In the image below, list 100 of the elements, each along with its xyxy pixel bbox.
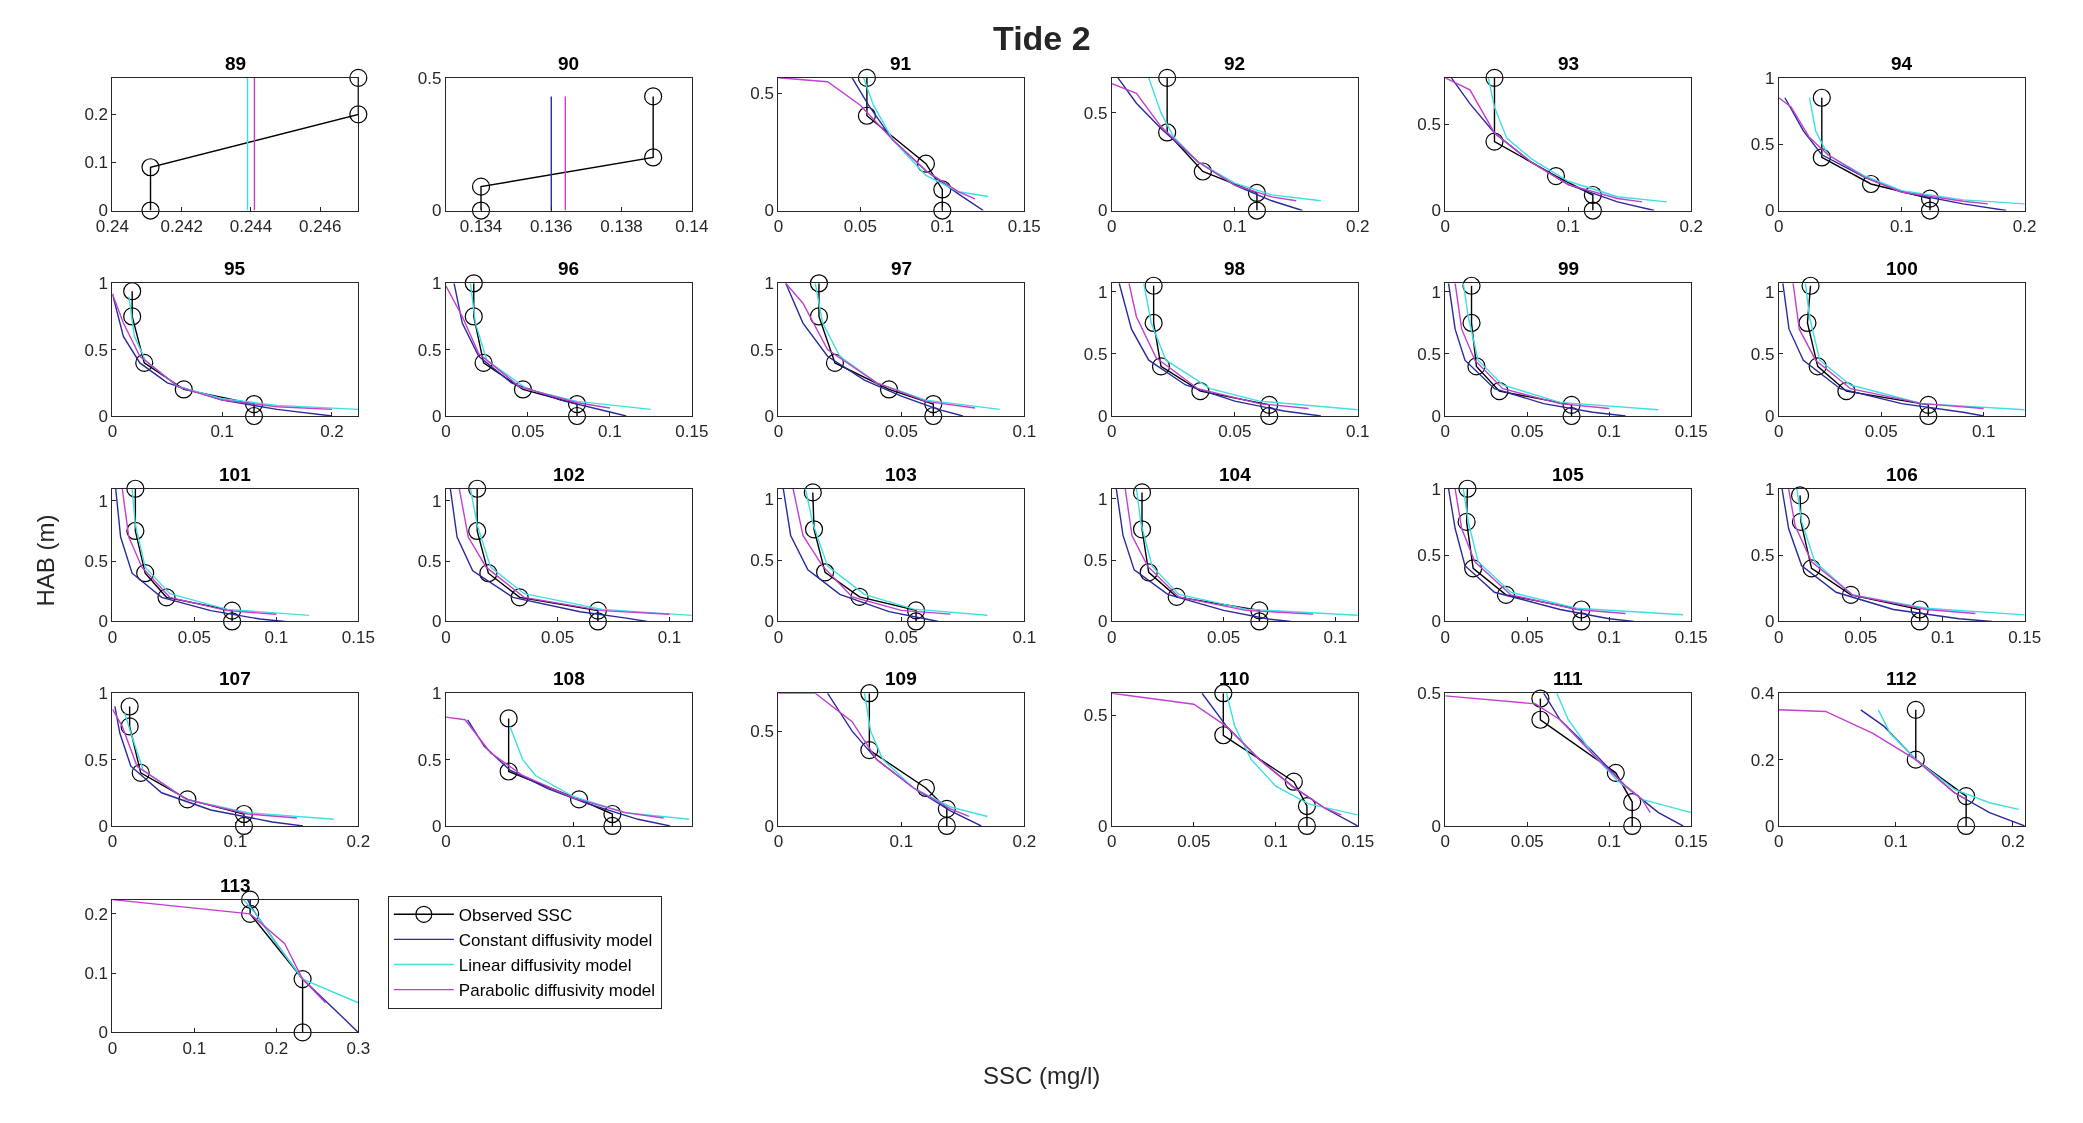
x-tick-label: 0.05 [1177, 832, 1211, 852]
y-tick-label: 1 [98, 274, 109, 294]
y-tick-label: 1 [1764, 68, 1775, 88]
y-tick-label: 0.5 [1083, 550, 1108, 570]
y-tick-label: 1 [1764, 282, 1775, 302]
y-tick-label: 1 [432, 684, 442, 704]
x-tick-label: 0.1 [657, 627, 682, 647]
x-tick-label: 0.2 [346, 832, 371, 852]
y-tick-label: 0 [98, 406, 109, 426]
chart-title: 107 [219, 668, 251, 689]
y-tick-label: 0.2 [84, 105, 109, 125]
text: Tide 2 [993, 19, 1091, 57]
chart-title: 90 [558, 53, 580, 74]
x-tick-label: 0.15 [1674, 832, 1708, 852]
y-tick-label: 0.5 [1083, 344, 1108, 364]
x-tick-label: 0.05 [843, 216, 877, 236]
y-tick-label: 1 [98, 684, 109, 704]
x-tick-label: 0.1 [1345, 422, 1370, 442]
x-tick-label: 0.1 [1556, 216, 1581, 236]
y-tick-label: 0.5 [417, 68, 442, 88]
chart-title: 89 [225, 53, 247, 74]
y-tick-label: 0.5 [1417, 684, 1441, 704]
x-tick-label: 0.1 [930, 216, 955, 236]
x-tick-label: 0.05 [511, 422, 545, 442]
x-tick-label: 0.15 [1341, 832, 1375, 852]
x-tick-label: 0.1 [1597, 832, 1622, 852]
y-tick-label: 0.5 [417, 340, 442, 360]
y-tick-label: 0 [1431, 406, 1441, 426]
x-tick-label: 0.05 [177, 627, 211, 647]
chart-title: 97 [891, 258, 913, 279]
legend-label: Observed SSC [458, 905, 573, 925]
x-tick-label: 0.05 [1207, 627, 1241, 647]
x-tick-label: 0.05 [1864, 422, 1898, 442]
y-tick-label: 0 [432, 816, 442, 836]
y-tick-label: 0 [764, 201, 774, 221]
y-tick-label: 0.5 [1083, 706, 1108, 726]
chart-title: 106 [1886, 464, 1918, 485]
text: SSC (mg/l) [983, 1062, 1101, 1089]
x-tick-label: 0.1 [1012, 627, 1037, 647]
x-tick-label: 0.1 [1012, 422, 1037, 442]
x-tick-label: 0.15 [341, 627, 375, 647]
y-tick-label: 0 [1764, 612, 1775, 632]
x-tick-label: 0.15 [1007, 216, 1041, 236]
y-tick-label: 0.5 [750, 84, 774, 104]
x-tick-label: 0.1 [210, 422, 235, 442]
chart-title: 109 [885, 668, 917, 689]
y-tick-label: 0.4 [1750, 684, 1775, 704]
x-tick-label: 0.138 [600, 216, 643, 236]
chart-title: 108 [553, 668, 585, 689]
x-tick-label: 0.15 [2008, 627, 2042, 647]
text: HAB (m) [31, 514, 59, 607]
y-tick-label: 0 [1764, 816, 1775, 836]
x-tick-label: 0.1 [598, 422, 622, 442]
x-tick-label: 0.1 [1884, 832, 1908, 852]
y-tick-label: 0 [1097, 612, 1108, 632]
x-tick-label: 0.136 [530, 216, 573, 236]
legend-label: Parabolic diffusivity model [458, 981, 656, 1001]
x-tick-label: 0.1 [1323, 627, 1348, 647]
x-tick-label: 0.1 [1222, 216, 1247, 236]
y-tick-label: 0.5 [1083, 103, 1108, 123]
y-tick-label: 0.5 [1417, 546, 1441, 566]
x-tick-label: 0.3 [346, 1038, 371, 1058]
y-tick-label: 0 [1764, 406, 1775, 426]
y-tick-label: 0 [764, 816, 774, 836]
chart-title: 93 [1558, 53, 1580, 74]
chart-title: 91 [890, 53, 912, 74]
x-tick-label: 0.1 [1597, 627, 1622, 647]
y-tick-label: 0.5 [1750, 135, 1775, 155]
y-tick-label: 0.5 [84, 340, 109, 360]
y-tick-label: 0 [764, 612, 774, 632]
x-tick-label: 0.244 [229, 216, 273, 236]
x-tick-label: 0.05 [1510, 832, 1544, 852]
y-tick-label: 0 [1097, 816, 1108, 836]
y-tick-label: 1 [1764, 479, 1775, 499]
y-tick-label: 1 [432, 274, 442, 294]
y-tick-label: 0 [98, 816, 109, 836]
legend-label: Constant diffusivity model [458, 931, 653, 951]
x-tick-label: 0.1 [889, 832, 914, 852]
y-tick-label: 0.5 [1417, 344, 1441, 364]
y-tick-label: 0 [432, 612, 442, 632]
x-tick-label: 0.14 [675, 216, 709, 236]
y-tick-label: 0 [1097, 201, 1108, 221]
chart-title: 95 [224, 258, 246, 279]
chart-title: 94 [1891, 53, 1913, 74]
y-tick-label: 0 [1431, 612, 1441, 632]
chart-title: 92 [1224, 53, 1246, 74]
y-tick-label: 1 [1097, 282, 1108, 302]
y-tick-label: 0 [1431, 816, 1441, 836]
x-tick-label: 0.1 [1971, 422, 1996, 442]
chart-title: 104 [1219, 464, 1252, 485]
x-tick-label: 0.2 [1679, 216, 1704, 236]
y-tick-label: 1 [98, 491, 109, 511]
chart-title: 105 [1552, 464, 1585, 485]
y-tick-label: 0.2 [1750, 750, 1775, 770]
x-tick-label: 0.246 [298, 216, 342, 236]
y-tick-label: 0.5 [750, 550, 774, 570]
chart-title: 100 [1886, 258, 1918, 279]
x-tick-label: 0.05 [884, 422, 918, 442]
y-tick-label: 0.1 [84, 964, 109, 984]
chart-title: 101 [219, 464, 252, 485]
